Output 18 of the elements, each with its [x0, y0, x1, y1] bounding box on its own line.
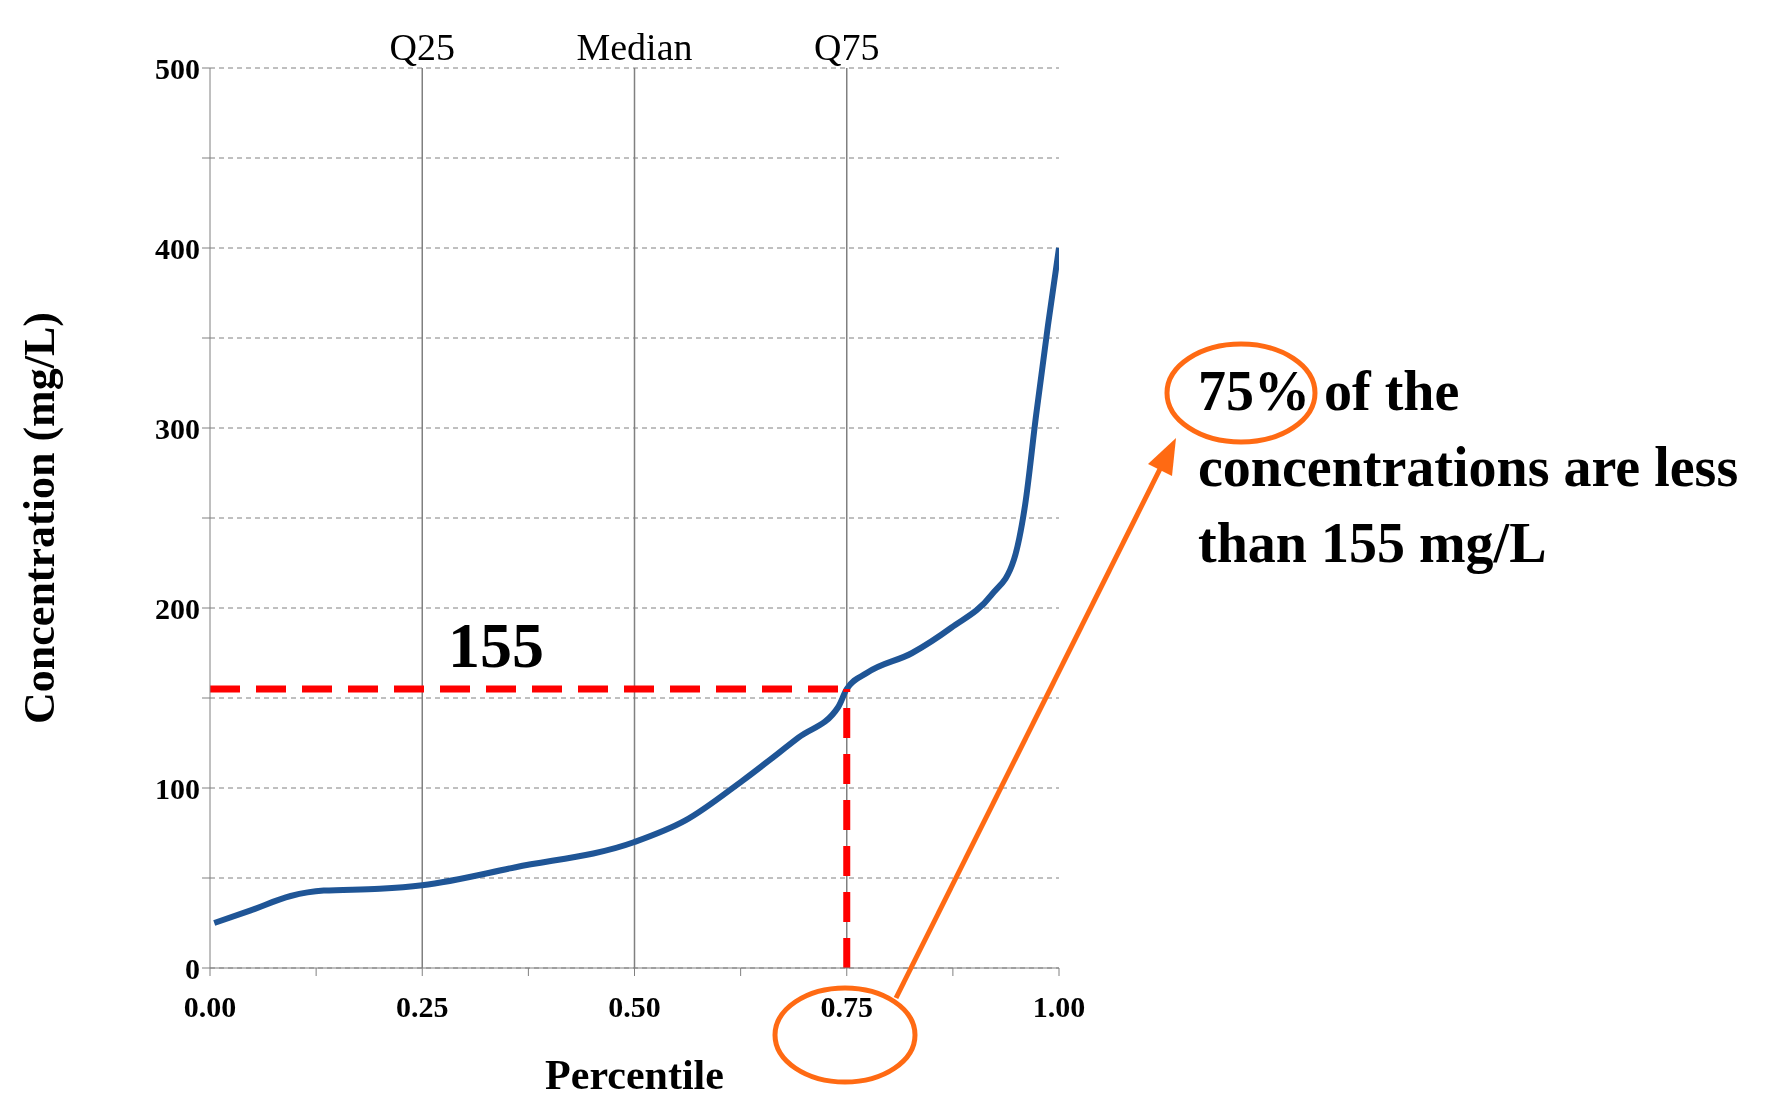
x-tick-label: 0.00 [183, 990, 237, 1024]
annotation: 155 [448, 609, 545, 683]
ref-line-label: Median [576, 26, 693, 68]
y-tick-label: 100 [155, 771, 200, 805]
x-tick-label: 1.00 [1032, 990, 1086, 1024]
x-tick-label: 0.50 [608, 990, 661, 1024]
ref-line-label: Q25 [389, 26, 455, 68]
x-axis-title: Percentile [545, 1052, 724, 1098]
x-tick-label: 0.75 [820, 990, 873, 1024]
text: 75% of the concentrations are less than 155 mg/L [1198, 359, 1740, 576]
y-tick-label: 0 [185, 951, 200, 985]
x-tick-label: 0.25 [396, 990, 449, 1024]
y-axis-title: Concentration (mg/L) [14, 312, 64, 724]
y-tick-label: 400 [155, 231, 200, 265]
y-tick-label: 500 [155, 51, 200, 85]
ref-line-label: Q75 [814, 26, 880, 68]
y-tick-label: 200 [155, 591, 200, 625]
y-tick-label: 300 [155, 411, 200, 445]
